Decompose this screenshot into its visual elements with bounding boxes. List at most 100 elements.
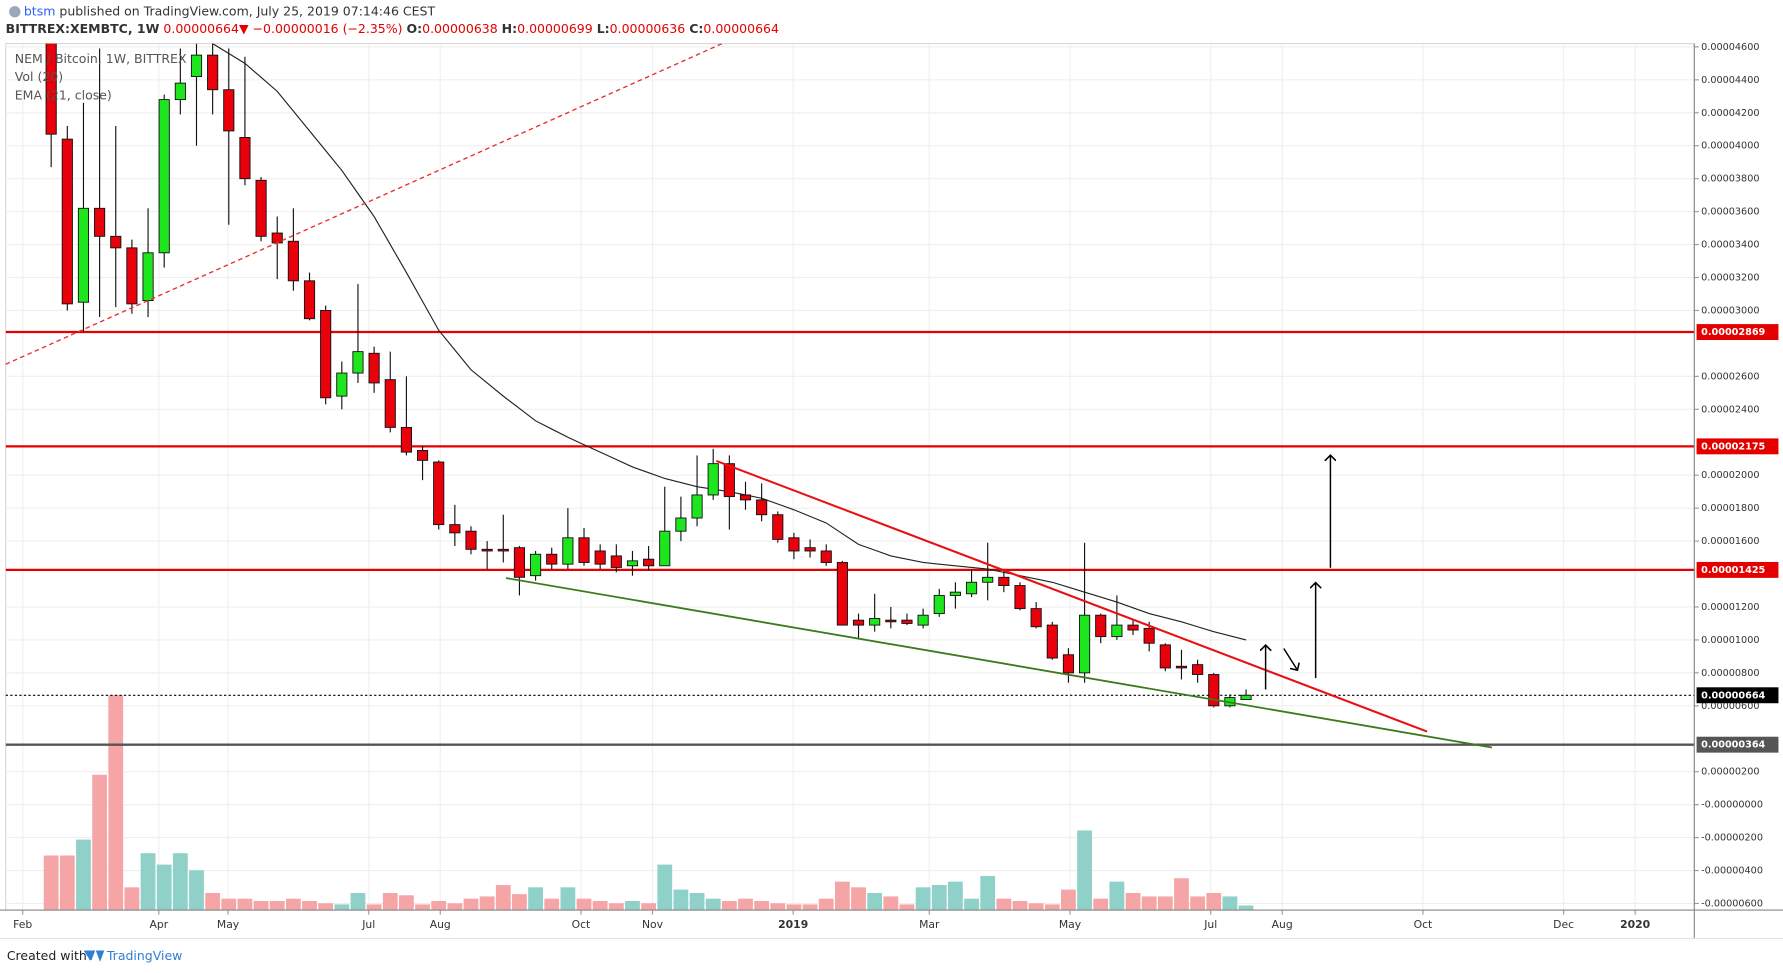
brand-logo	[84, 950, 105, 962]
volume-bar	[447, 903, 463, 911]
trendline	[505, 577, 1493, 749]
candle-body	[562, 537, 574, 565]
volume-bar	[1044, 904, 1060, 911]
candle-body	[691, 494, 703, 519]
volume-bar	[382, 893, 398, 911]
volume-bar	[980, 875, 996, 911]
grid	[5, 43, 1695, 911]
volume-bar	[1141, 896, 1157, 911]
ohlc-label: L:	[597, 20, 610, 35]
volume-bar	[883, 896, 899, 911]
x-tick-label: 2019	[778, 918, 808, 931]
price-level-label: 0.00000364	[1701, 740, 1765, 751]
volume-bar	[915, 887, 931, 911]
candle-body	[207, 54, 219, 91]
volume-bar	[964, 898, 979, 911]
y-tick-label: 0.00002000	[1701, 470, 1759, 481]
volume-bar	[1093, 898, 1109, 911]
volume-bar	[366, 904, 382, 911]
volume-bar	[851, 887, 866, 911]
y-tick-label: 0.00000600	[1701, 701, 1759, 712]
axes: 0.00004600 0.00004400 0.00004200 0.00004000…	[0, 42, 1783, 939]
arrow: ▼	[239, 20, 249, 35]
candle-body	[933, 594, 945, 615]
volume-bar	[657, 864, 673, 911]
candle-body	[982, 576, 994, 583]
candle-body	[739, 494, 752, 501]
volume-bar	[834, 881, 850, 911]
candle-body	[998, 576, 1010, 587]
candle-body	[94, 207, 106, 237]
y-tick-label: 0.00001800	[1701, 503, 1759, 514]
candle-body	[675, 517, 687, 532]
candle-body	[1014, 585, 1026, 610]
candle-body	[481, 548, 493, 552]
author[interactable]: btsm	[24, 3, 56, 18]
candle-body	[1208, 674, 1220, 707]
y-tick-label: 0.00002400	[1701, 404, 1759, 415]
x-tick-label: Oct	[1414, 918, 1433, 931]
candle-body	[836, 562, 848, 626]
candle-body	[1111, 624, 1123, 638]
candle-body	[643, 558, 655, 567]
y-tick-label: -0.00000400	[1701, 866, 1763, 877]
candle-body	[917, 614, 929, 626]
candle-body	[352, 351, 364, 374]
volume-bar	[818, 898, 834, 911]
x-tick-label: Mar	[919, 918, 940, 931]
volume-bar	[786, 904, 802, 911]
volume-bar	[172, 853, 188, 911]
volume-bar	[996, 898, 1012, 911]
candle-body	[869, 618, 881, 626]
volume-bar	[1109, 881, 1125, 911]
candle-body	[77, 207, 90, 303]
candle-body	[368, 352, 380, 384]
x-tick-label: Aug	[430, 918, 451, 931]
y-tick-label: 0.00003800	[1701, 174, 1759, 185]
candle-body	[610, 555, 622, 568]
volume-bar	[948, 881, 963, 911]
y-tick-label: -0.00000200	[1701, 833, 1763, 844]
y-tick-label: 0.00002600	[1701, 371, 1759, 382]
volume-bar	[1061, 889, 1076, 911]
price-levels	[5, 330, 1695, 746]
x-tick-label: Oct	[572, 918, 591, 931]
legend-volume: Vol (20)	[15, 69, 63, 84]
volume-bar	[76, 839, 91, 911]
volume-bar	[156, 864, 172, 911]
candle-body	[772, 514, 784, 540]
candle-body	[1030, 608, 1042, 628]
y-tick-label: 0.00003000	[1701, 305, 1759, 316]
volume-bar	[59, 855, 75, 911]
volume-bar	[334, 904, 350, 911]
price-level-label: 0.00002869	[1701, 327, 1765, 338]
candle-body	[465, 530, 477, 550]
price-level-label: 0.00001425	[1701, 565, 1765, 576]
y-tick-label: 0.00003400	[1701, 240, 1759, 251]
candle-body	[158, 99, 170, 254]
candle-body	[1192, 664, 1204, 675]
volume-bar	[92, 774, 108, 911]
price-level-label: 0.00002175	[1701, 441, 1765, 452]
volume-bar	[560, 887, 576, 911]
footer-brand[interactable]: TradingView	[106, 948, 183, 963]
candle-body	[320, 310, 332, 399]
x-tick-label: May	[217, 918, 240, 931]
candles	[45, 43, 1252, 708]
y-tick-label: 0.00004600	[1701, 42, 1759, 53]
y-tick-label: 0.00003600	[1701, 207, 1759, 218]
candle-body	[852, 619, 865, 626]
volume-bar	[285, 898, 301, 911]
volume-bar	[269, 900, 285, 911]
volume-bar	[108, 695, 124, 911]
candle-body	[513, 547, 526, 578]
x-tick-label: Dec	[1553, 918, 1574, 931]
volume-bar	[221, 898, 237, 911]
volume-bar	[1125, 893, 1141, 911]
volume-bar	[673, 889, 689, 911]
y-tick-label: 0.00001000	[1701, 635, 1759, 646]
published: published on TradingView.com, July 25, 2…	[59, 3, 435, 18]
candle-body	[707, 463, 719, 496]
candle-body	[1143, 627, 1155, 644]
